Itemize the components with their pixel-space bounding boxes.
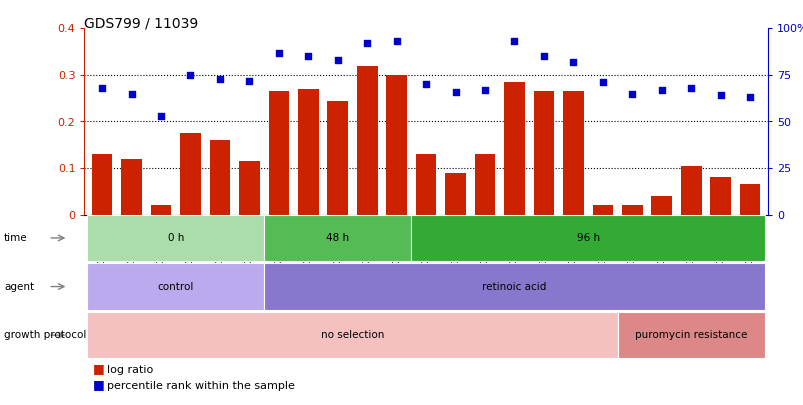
Point <box>389 38 402 45</box>
Bar <box>650 196 671 215</box>
Text: growth protocol: growth protocol <box>4 330 86 340</box>
Point <box>507 38 520 45</box>
Point <box>243 77 255 84</box>
Bar <box>180 133 201 215</box>
Point <box>361 40 373 47</box>
Point <box>125 90 138 97</box>
Text: time: time <box>4 233 27 243</box>
Bar <box>121 159 141 215</box>
Bar <box>503 82 524 215</box>
Point <box>478 87 491 93</box>
Bar <box>268 91 289 215</box>
Point <box>596 79 609 85</box>
Point <box>654 87 667 93</box>
Point <box>301 53 314 60</box>
Text: 48 h: 48 h <box>326 233 349 243</box>
Point <box>566 59 579 65</box>
Bar <box>592 205 613 215</box>
Point <box>214 75 226 82</box>
Text: ■: ■ <box>92 378 104 391</box>
Bar <box>739 184 760 215</box>
Bar <box>327 100 348 215</box>
Point <box>625 90 638 97</box>
Bar <box>92 154 112 215</box>
Point <box>272 49 285 56</box>
Point <box>96 85 108 91</box>
Bar <box>622 205 642 215</box>
Bar <box>357 66 377 215</box>
Text: control: control <box>157 281 194 292</box>
Bar <box>474 154 495 215</box>
Bar <box>210 140 230 215</box>
Bar <box>533 91 553 215</box>
Bar <box>386 75 406 215</box>
Bar <box>298 89 318 215</box>
Point <box>419 81 432 87</box>
Text: ■: ■ <box>92 362 104 375</box>
Bar <box>562 91 583 215</box>
Text: agent: agent <box>4 281 34 292</box>
Point <box>743 94 756 100</box>
Text: retinoic acid: retinoic acid <box>482 281 546 292</box>
Text: percentile rank within the sample: percentile rank within the sample <box>107 381 295 391</box>
Point <box>684 85 697 91</box>
Text: log ratio: log ratio <box>107 364 153 375</box>
Text: puromycin resistance: puromycin resistance <box>634 330 747 340</box>
Bar <box>415 154 436 215</box>
Point <box>331 57 344 63</box>
Text: no selection: no selection <box>320 330 384 340</box>
Text: GDS799 / 11039: GDS799 / 11039 <box>84 16 198 30</box>
Bar <box>150 205 171 215</box>
Point <box>713 92 726 99</box>
Bar <box>238 161 259 215</box>
Bar <box>710 177 730 215</box>
Point <box>154 113 167 119</box>
Bar <box>445 173 465 215</box>
Text: 0 h: 0 h <box>167 233 184 243</box>
Point <box>537 53 550 60</box>
Bar <box>680 166 701 215</box>
Text: 96 h: 96 h <box>576 233 599 243</box>
Point <box>449 88 462 95</box>
Point <box>184 72 197 78</box>
